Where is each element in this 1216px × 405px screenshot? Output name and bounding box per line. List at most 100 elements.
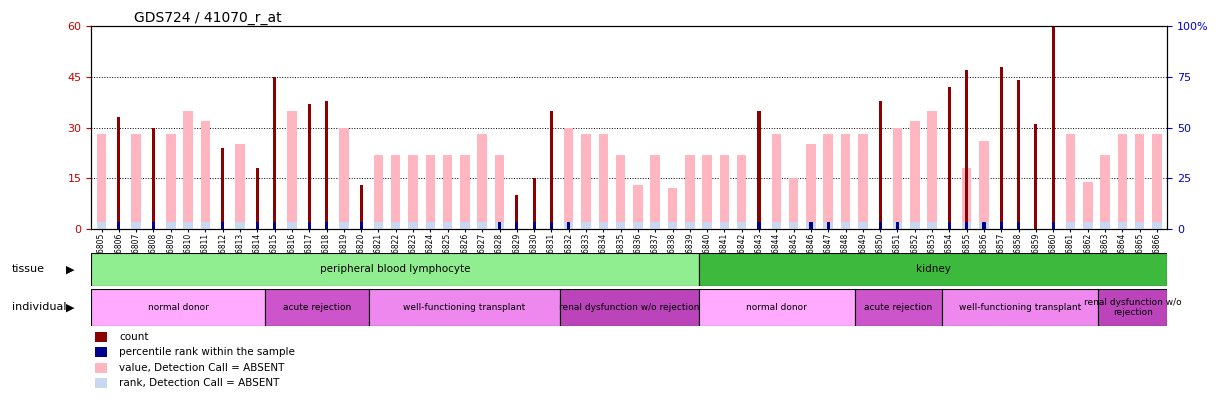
Bar (699, 289, 855, 326)
Bar (131, 134, 141, 229)
Bar (339, 128, 349, 229)
Bar (325, 100, 328, 229)
Bar (615, 222, 625, 229)
Bar (131, 222, 141, 229)
Bar (287, 222, 297, 229)
Bar (1153, 222, 1161, 229)
Bar (567, 222, 570, 229)
Bar (962, 222, 972, 229)
Text: percentile rank within the sample: percentile rank within the sample (119, 347, 295, 357)
Bar (581, 222, 591, 229)
Bar (516, 195, 518, 229)
Bar (533, 222, 536, 229)
Bar (720, 155, 730, 229)
Bar (550, 222, 553, 229)
Bar (703, 222, 711, 229)
Bar (287, 111, 297, 229)
Bar (478, 134, 486, 229)
Bar (91, 253, 699, 286)
Bar (167, 134, 175, 229)
Bar (373, 155, 383, 229)
Bar (91, 289, 265, 326)
Bar (703, 155, 711, 229)
Bar (409, 155, 418, 229)
Text: ▶: ▶ (67, 264, 74, 274)
Bar (962, 168, 972, 229)
Bar (941, 289, 1098, 326)
Bar (1083, 181, 1092, 229)
Bar (1000, 222, 1003, 229)
Bar (879, 100, 882, 229)
Bar (152, 222, 156, 229)
Bar (1052, 26, 1054, 229)
Bar (581, 134, 591, 229)
Bar (392, 222, 400, 229)
Text: renal dysfunction w/o rejection: renal dysfunction w/o rejection (559, 303, 699, 312)
Bar (478, 222, 486, 229)
Bar (827, 222, 829, 229)
Bar (651, 155, 660, 229)
Bar (1118, 222, 1127, 229)
Text: GDS724 / 41070_r_at: GDS724 / 41070_r_at (134, 11, 282, 25)
Bar (1135, 134, 1144, 229)
Text: count: count (119, 332, 148, 342)
Bar (789, 178, 799, 229)
Bar (598, 222, 608, 229)
Bar (235, 145, 244, 229)
Text: acute rejection: acute rejection (283, 303, 351, 312)
Bar (152, 128, 156, 229)
Bar (1035, 124, 1037, 229)
Bar (564, 222, 574, 229)
Bar (117, 117, 120, 229)
Text: normal donor: normal donor (747, 303, 807, 312)
Bar (443, 155, 452, 229)
Bar (1100, 155, 1110, 229)
Bar (339, 222, 349, 229)
Text: value, Detection Call = ABSENT: value, Detection Call = ABSENT (119, 363, 285, 373)
Bar (1118, 134, 1127, 229)
Bar (97, 222, 106, 229)
Bar (495, 155, 505, 229)
Bar (699, 253, 1167, 286)
Bar (550, 111, 553, 229)
Bar (1052, 222, 1054, 229)
Bar (893, 128, 902, 229)
Bar (598, 134, 608, 229)
Bar (928, 222, 936, 229)
Text: individual: individual (12, 303, 67, 312)
Bar (810, 222, 812, 229)
Bar (1083, 222, 1092, 229)
Bar (221, 222, 224, 229)
Bar (840, 222, 850, 229)
Bar (443, 222, 452, 229)
Bar (274, 77, 276, 229)
Text: ▶: ▶ (67, 303, 74, 312)
Bar (789, 222, 799, 229)
Bar (720, 222, 730, 229)
Text: rank, Detection Call = ABSENT: rank, Detection Call = ABSENT (119, 378, 280, 388)
Text: renal dysfunction w/o
rejection: renal dysfunction w/o rejection (1083, 298, 1182, 317)
Bar (533, 178, 536, 229)
Bar (634, 185, 643, 229)
Bar (896, 222, 899, 229)
Bar (409, 222, 418, 229)
Bar (255, 168, 259, 229)
Bar (910, 222, 919, 229)
Bar (979, 222, 989, 229)
Bar (184, 222, 193, 229)
Bar (966, 70, 968, 229)
Bar (426, 222, 435, 229)
Bar (360, 185, 362, 229)
Text: peripheral blood lymphocyte: peripheral blood lymphocyte (320, 264, 471, 274)
Text: kidney: kidney (916, 264, 951, 274)
Bar (1098, 289, 1167, 326)
Bar (564, 128, 574, 229)
Bar (373, 222, 383, 229)
Bar (823, 134, 833, 229)
Bar (1017, 222, 1020, 229)
Bar (167, 222, 175, 229)
Bar (495, 222, 505, 229)
Bar (758, 222, 760, 229)
Bar (651, 222, 660, 229)
Bar (806, 222, 816, 229)
